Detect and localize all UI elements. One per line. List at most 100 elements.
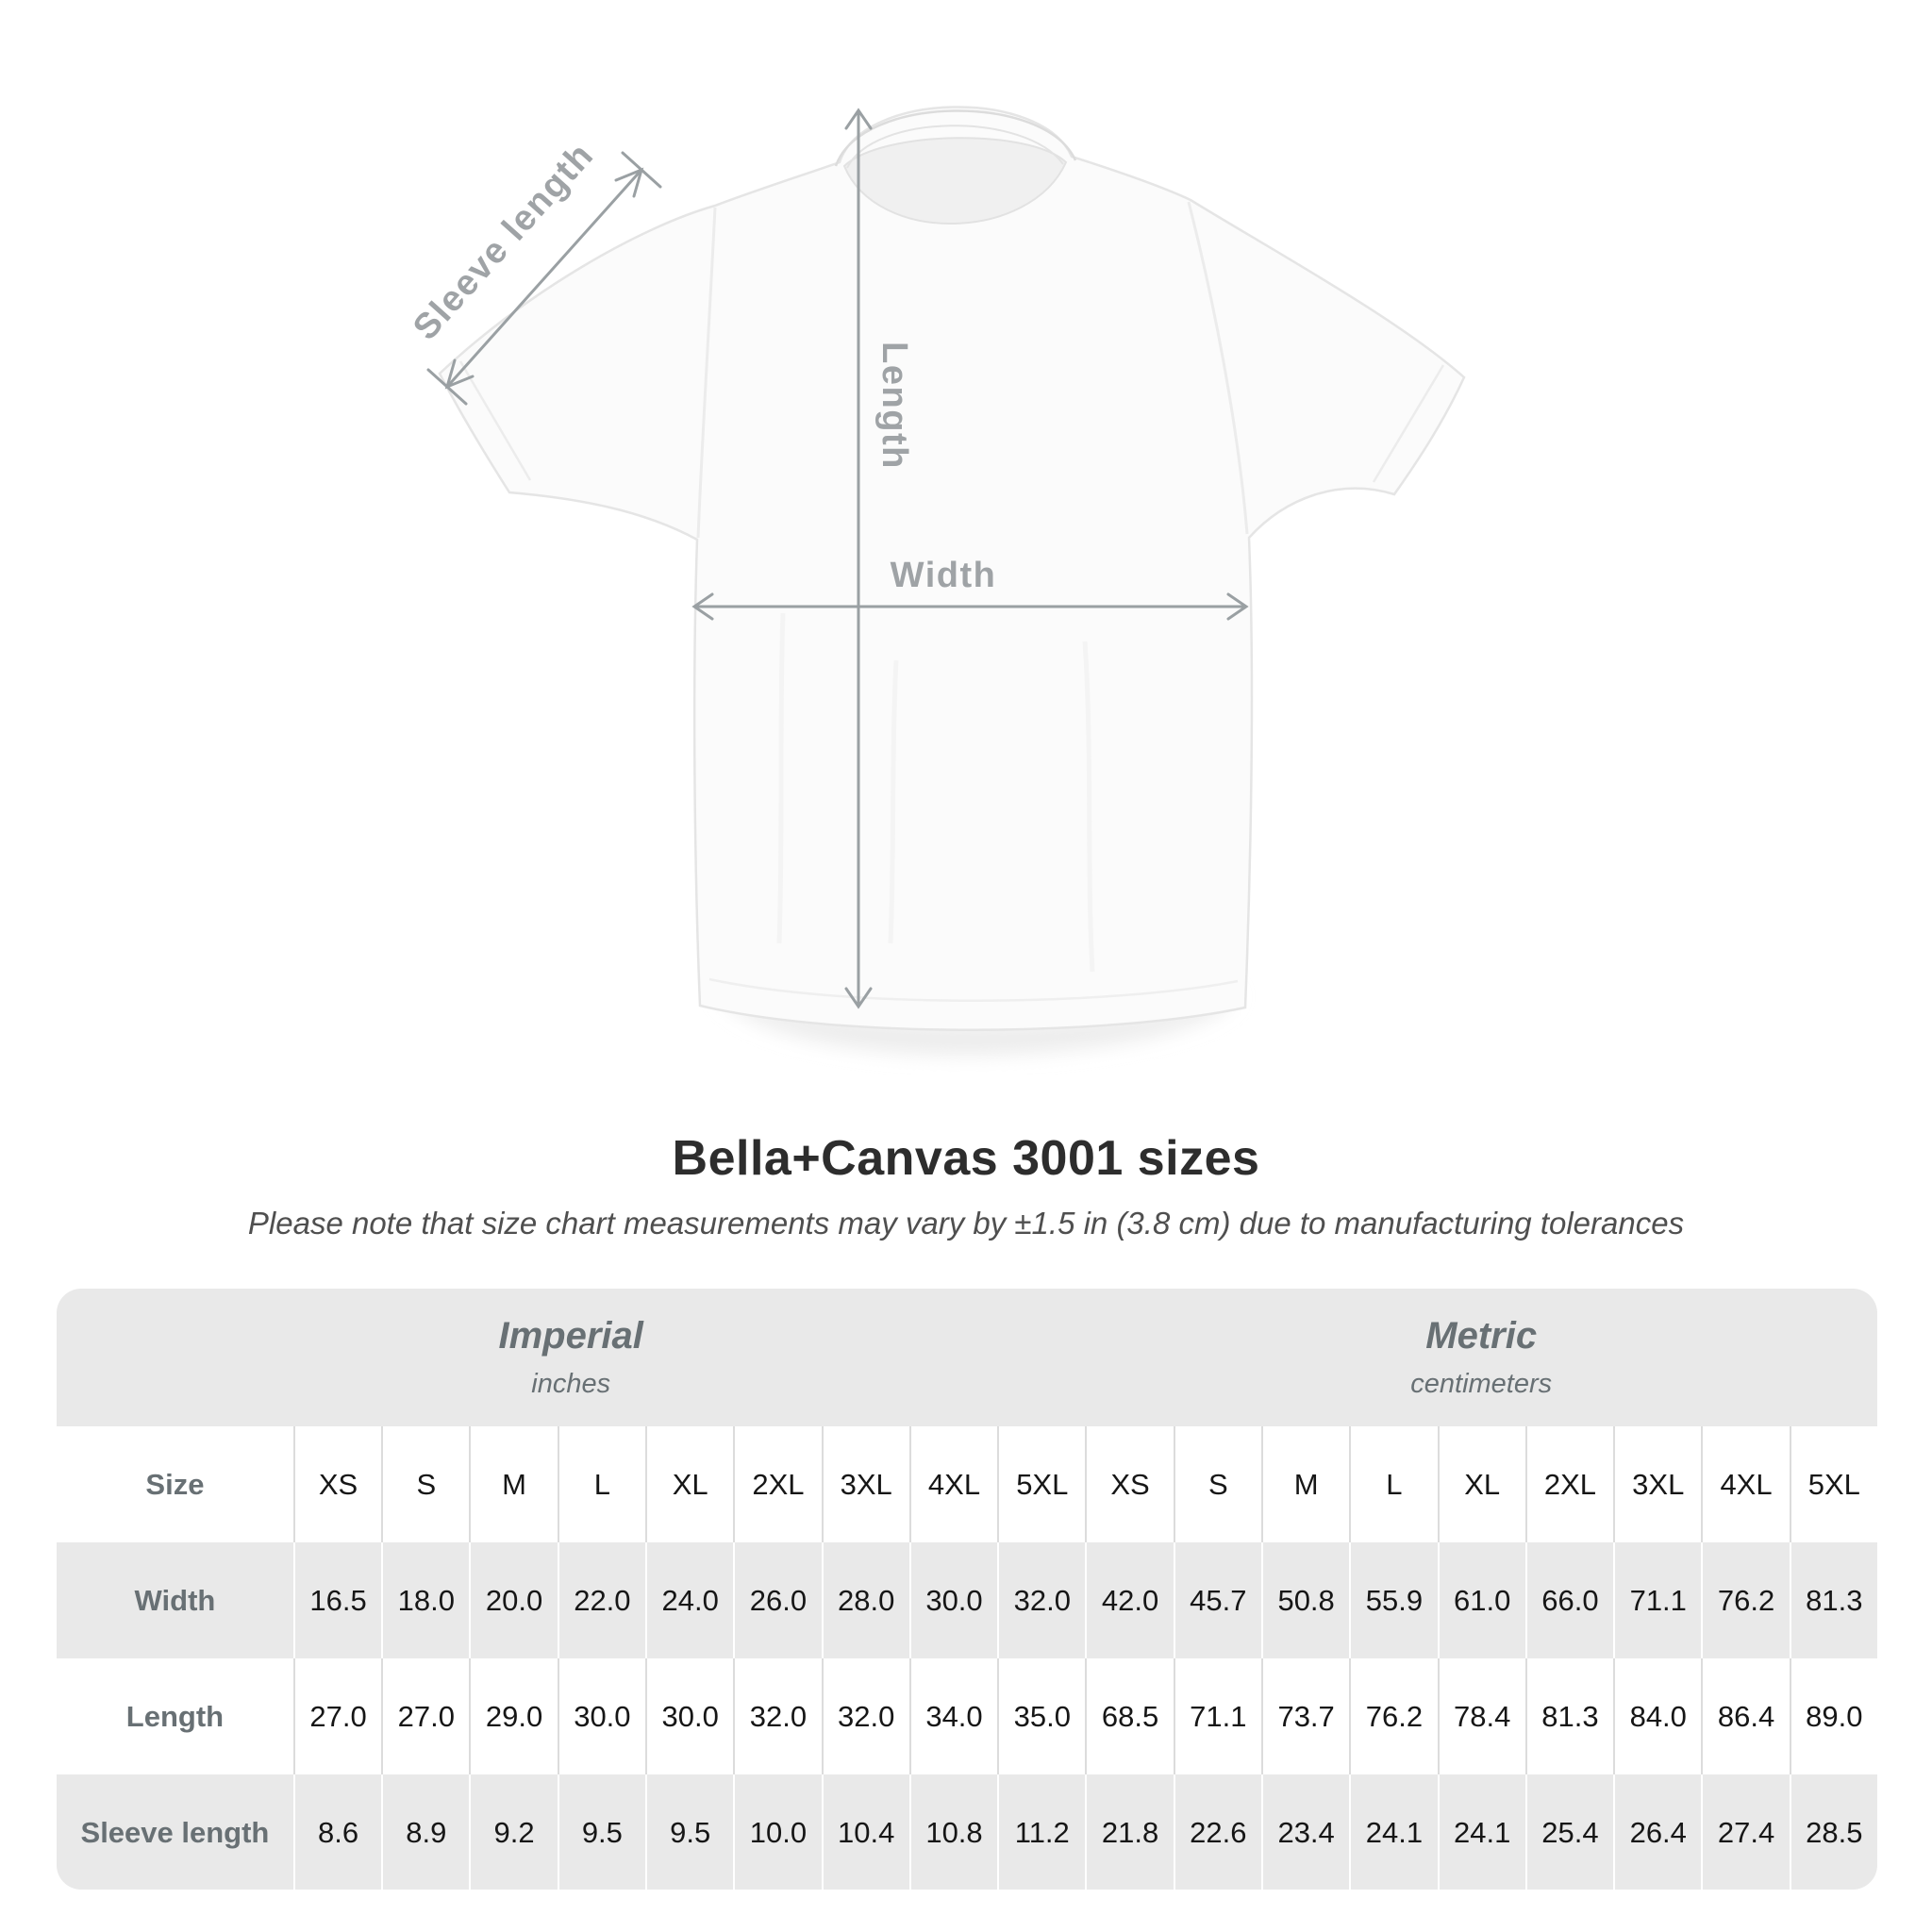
left-sleeve-seam (696, 207, 717, 539)
size-header-cell: XL (645, 1426, 734, 1542)
unit-group-header-row: Imperial inches Metric centimeters (57, 1289, 1877, 1426)
hem-stitch (708, 977, 1239, 1002)
table-cell: 9.5 (645, 1774, 734, 1890)
table-cell: 32.0 (733, 1658, 822, 1774)
wrinkle (776, 612, 786, 944)
table-cell: 23.4 (1260, 1774, 1350, 1890)
table-cell: 24.1 (1349, 1774, 1438, 1890)
size-column-header: Size (57, 1426, 293, 1542)
table-cell: 71.1 (1613, 1542, 1702, 1658)
size-header-cell: XS (1085, 1426, 1174, 1542)
size-header-cell: 4XL (1701, 1426, 1790, 1542)
shirt-shadow (717, 991, 1236, 1055)
table-cell: 10.0 (733, 1774, 822, 1890)
table-cell: 50.8 (1260, 1542, 1350, 1658)
table-cell: 21.8 (1085, 1774, 1174, 1890)
table-cell: 9.5 (557, 1774, 646, 1890)
left-cuff-seam (458, 360, 532, 481)
width-label: Width (891, 556, 997, 595)
width-row: Width 16.5 18.0 20.0 22.0 24.0 26.0 28.0… (57, 1542, 1877, 1658)
shirt-body (438, 106, 1466, 1031)
table-cell: 35.0 (997, 1658, 1086, 1774)
table-cell: 73.7 (1260, 1658, 1350, 1774)
table-cell: 24.0 (645, 1542, 734, 1658)
row-label: Sleeve length (57, 1774, 293, 1890)
table-cell: 27.0 (292, 1658, 382, 1774)
size-header-cell: XS (292, 1426, 382, 1542)
table-cell: 32.0 (821, 1658, 909, 1774)
table-cell: 11.2 (997, 1774, 1086, 1890)
imperial-unit: inches (531, 1369, 611, 1399)
page-title: Bella+Canvas 3001 sizes (672, 1131, 1260, 1186)
size-header-cell: L (1349, 1426, 1438, 1542)
table-cell: 81.3 (1789, 1542, 1877, 1658)
table-cell: 8.9 (381, 1774, 470, 1890)
imperial-title: Imperial (498, 1315, 643, 1357)
row-label: Width (57, 1542, 293, 1658)
heading-block: Bella+Canvas 3001 sizes Please note that… (0, 1130, 1932, 1241)
table-cell: 28.5 (1789, 1774, 1877, 1890)
table-cell: 8.6 (292, 1774, 382, 1890)
size-header-cell: S (381, 1426, 470, 1542)
size-table-grid: Imperial inches Metric centimeters Size … (57, 1289, 1877, 1890)
size-header-cell: S (1173, 1426, 1261, 1542)
table-cell: 34.0 (908, 1658, 998, 1774)
collar-opening (842, 137, 1068, 225)
group-header-metric: Metric centimeters (1085, 1289, 1877, 1426)
table-cell: 20.0 (469, 1542, 558, 1658)
length-label: Length (874, 341, 914, 470)
table-cell: 66.0 (1524, 1542, 1614, 1658)
wrinkle (888, 659, 899, 944)
group-header-imperial: Imperial inches (57, 1289, 1086, 1426)
table-cell: 9.2 (469, 1774, 558, 1890)
wrinkle (1082, 641, 1095, 973)
size-header-cell: 5XL (997, 1426, 1086, 1542)
table-cell: 27.0 (381, 1658, 470, 1774)
size-header-cell: M (469, 1426, 558, 1542)
table-cell: 22.0 (557, 1542, 646, 1658)
table-cell: 24.1 (1437, 1774, 1525, 1890)
size-header-cell: M (1260, 1426, 1350, 1542)
table-cell: 10.4 (821, 1774, 909, 1890)
sleeve-length-arrow (426, 151, 662, 406)
table-cell: 68.5 (1085, 1658, 1174, 1774)
length-arrow (844, 108, 873, 1009)
size-header-cell: L (557, 1426, 646, 1542)
table-cell: 28.0 (821, 1542, 909, 1658)
metric-title: Metric (1425, 1315, 1538, 1357)
row-label: Length (57, 1658, 293, 1774)
size-header-cell: 3XL (821, 1426, 909, 1542)
table-cell: 18.0 (381, 1542, 470, 1658)
sleeve-length-row: Sleeve length 8.6 8.9 9.2 9.5 9.5 10.0 1… (57, 1774, 1877, 1890)
table-cell: 26.4 (1613, 1774, 1702, 1890)
size-header-cell: 5XL (1789, 1426, 1877, 1542)
size-header-cell: 2XL (733, 1426, 822, 1542)
size-header-cell: 2XL (1524, 1426, 1614, 1542)
table-cell: 30.0 (908, 1542, 998, 1658)
collar-band-outer (834, 109, 1077, 167)
table-cell: 16.5 (292, 1542, 382, 1658)
table-cell: 30.0 (557, 1658, 646, 1774)
tolerance-note: Please note that size chart measurements… (247, 1206, 1685, 1241)
metric-unit: centimeters (1410, 1369, 1553, 1399)
table-cell: 76.2 (1349, 1658, 1438, 1774)
table-cell: 32.0 (997, 1542, 1086, 1658)
width-arrow (691, 592, 1249, 621)
table-cell: 89.0 (1789, 1658, 1877, 1774)
size-header-row: Size XS S M L XL 2XL 3XL 4XL 5XL XS S M … (57, 1426, 1877, 1542)
table-cell: 78.4 (1437, 1658, 1525, 1774)
table-cell: 27.4 (1701, 1774, 1790, 1890)
table-cell: 22.6 (1173, 1774, 1261, 1890)
table-cell: 76.2 (1701, 1542, 1790, 1658)
size-header-cell: 4XL (908, 1426, 998, 1542)
table-cell: 86.4 (1701, 1658, 1790, 1774)
size-header-cell: XL (1437, 1426, 1525, 1542)
collar-band-inner (846, 125, 1064, 169)
table-cell: 55.9 (1349, 1542, 1438, 1658)
size-header-cell: 3XL (1613, 1426, 1702, 1542)
right-cuff-seam (1372, 364, 1445, 483)
table-cell: 84.0 (1613, 1658, 1702, 1774)
table-cell: 61.0 (1437, 1542, 1525, 1658)
size-table: Imperial inches Metric centimeters Size … (57, 1289, 1877, 1890)
